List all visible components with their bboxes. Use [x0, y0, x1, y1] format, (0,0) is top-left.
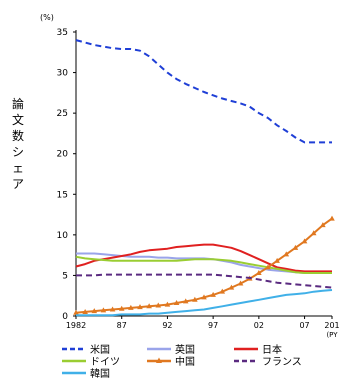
x-tick-label: 02	[254, 321, 264, 330]
series-point	[192, 296, 198, 302]
series-point	[182, 298, 189, 304]
y-unit-label: (%)	[40, 13, 54, 22]
y-axis-label-char: 数	[12, 128, 24, 143]
series-point	[155, 302, 162, 308]
legend-label: 英国	[175, 343, 195, 356]
series-point	[137, 304, 143, 310]
series-point	[173, 300, 180, 306]
x-unit-label: (PY	[326, 331, 338, 339]
series-line	[75, 39, 332, 144]
series-point	[73, 309, 79, 315]
legend-label: 韓国	[90, 368, 110, 380]
legend-marker	[156, 357, 162, 363]
x-tick-label: 1982	[66, 321, 86, 330]
series-line	[76, 289, 333, 317]
y-axis-label-char: 論	[12, 96, 24, 111]
series-point	[329, 215, 335, 221]
series-point	[210, 291, 216, 297]
legend-label: 日本	[262, 343, 282, 356]
y-tick-label: 25	[57, 109, 68, 119]
y-axis-label-char: ア	[12, 177, 24, 191]
x-tick-label: 07	[299, 321, 309, 330]
series-point	[100, 307, 107, 313]
x-tick-label: 97	[208, 321, 218, 330]
y-axis-label-char: シ	[12, 145, 24, 159]
series-point	[265, 264, 271, 270]
series-point	[228, 284, 235, 290]
series-point	[283, 251, 290, 257]
x-tick-label: 92	[162, 321, 172, 330]
series-point	[118, 305, 125, 311]
y-tick-label: 15	[57, 190, 68, 200]
series-point	[237, 280, 244, 286]
y-tick-label: 35	[57, 28, 68, 38]
x-tick-label: 201	[324, 321, 339, 330]
series-point	[146, 303, 152, 309]
series-point	[109, 306, 116, 312]
series-point	[310, 230, 317, 236]
series-point	[256, 269, 262, 275]
y-axis-label-char: 文	[12, 112, 24, 127]
series-point	[301, 238, 308, 244]
y-tick-label: 5	[62, 271, 68, 281]
y-tick-label: 10	[57, 231, 69, 241]
legend-label: 米国	[90, 343, 110, 356]
series-line	[75, 243, 332, 273]
y-tick-label: 20	[57, 150, 69, 160]
y-tick-label: 30	[57, 69, 69, 79]
y-tick-label: 0	[62, 312, 68, 322]
legend-label: ドイツ	[90, 357, 120, 368]
series-point	[201, 294, 207, 300]
series-point	[274, 257, 280, 263]
y-axis-label-char: ェ	[12, 161, 24, 175]
series-line	[76, 273, 333, 289]
series-point	[91, 308, 98, 314]
legend-label: フランス	[262, 356, 302, 368]
series-point	[292, 244, 299, 250]
series-point	[128, 304, 134, 310]
series-point	[82, 308, 88, 314]
series-point	[164, 301, 171, 307]
series-point	[320, 222, 326, 228]
legend-label: 中国	[175, 355, 195, 368]
series-point	[219, 288, 226, 294]
series-line	[75, 255, 332, 274]
x-tick-label: 87	[117, 321, 127, 330]
